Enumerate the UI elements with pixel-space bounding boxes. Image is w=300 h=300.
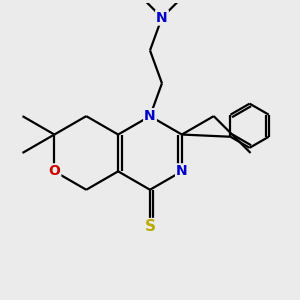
Text: N: N xyxy=(176,164,188,178)
Text: O: O xyxy=(48,164,60,178)
Text: N: N xyxy=(156,11,168,25)
Text: S: S xyxy=(145,219,155,234)
Text: N: N xyxy=(144,109,156,123)
